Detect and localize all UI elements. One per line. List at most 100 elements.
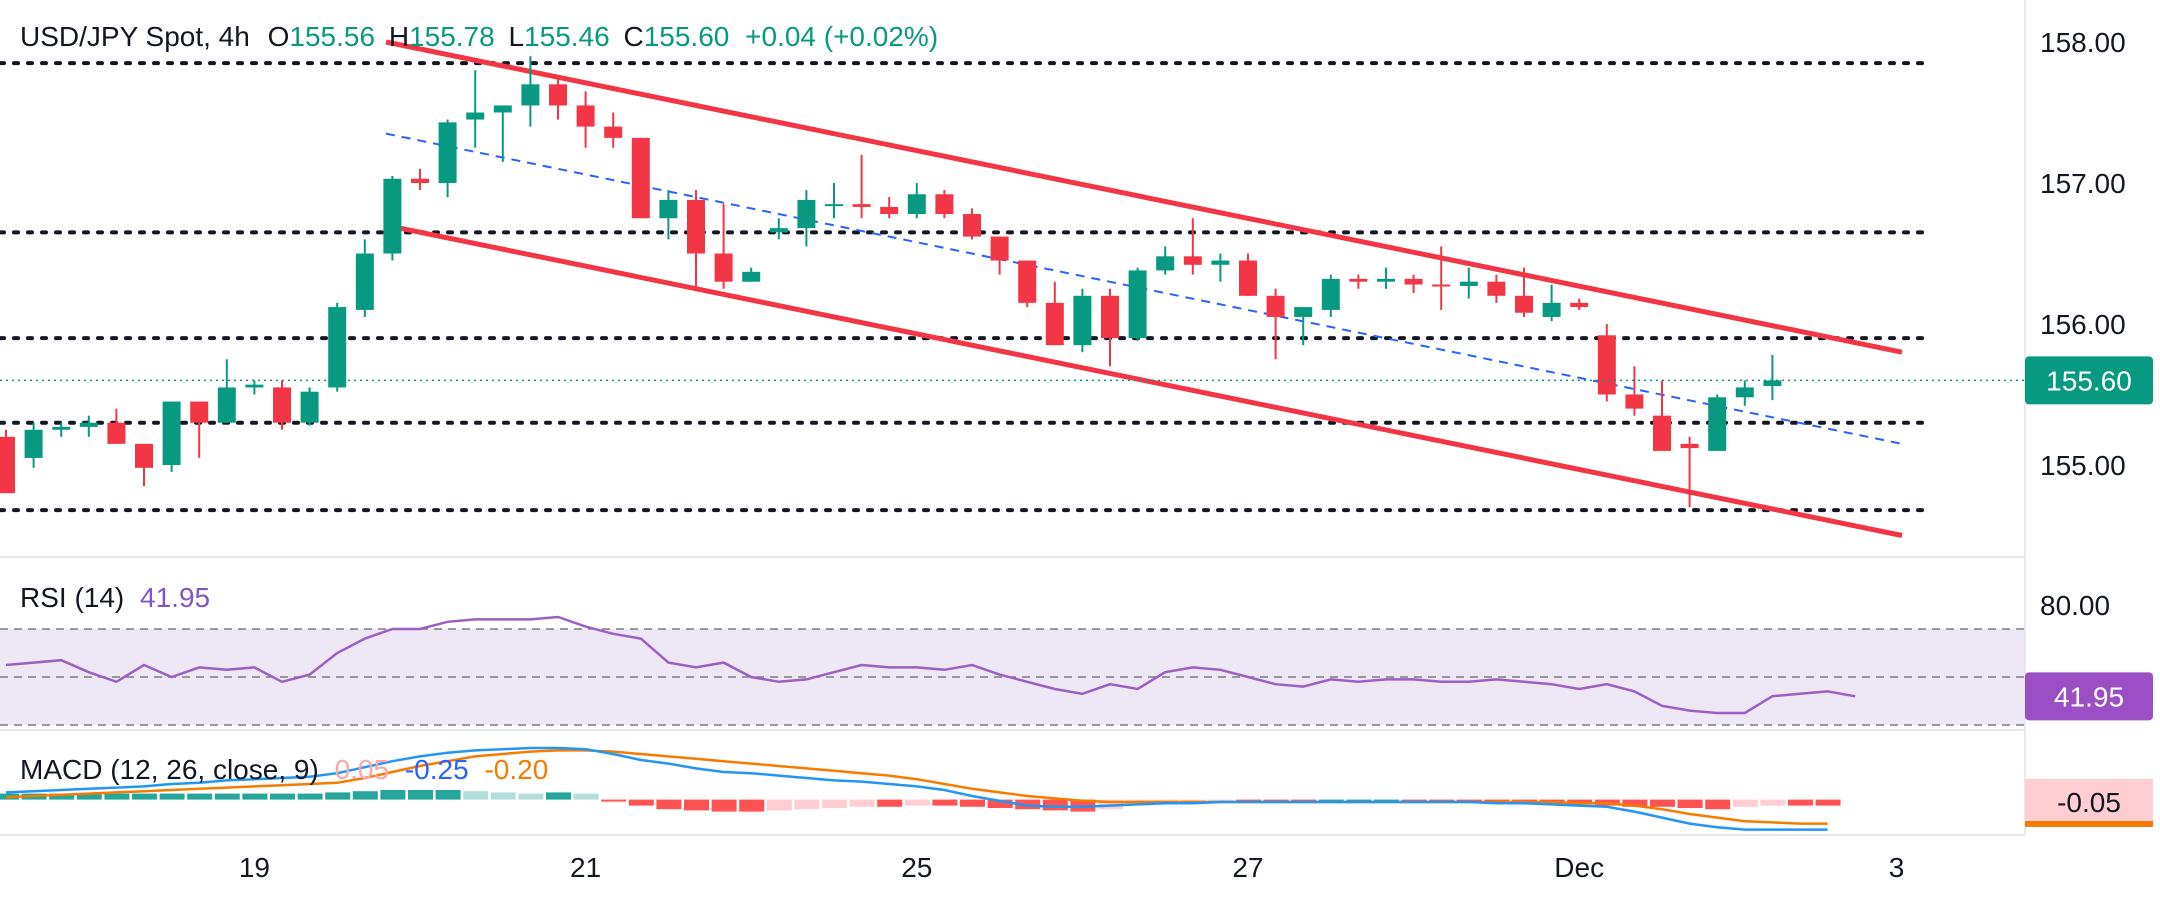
macd-histogram-bar (684, 799, 709, 811)
candle-body (549, 84, 567, 106)
candle-body (907, 194, 926, 215)
macd-signal-tag (2025, 821, 2153, 827)
candle-body (1432, 284, 1451, 287)
candle-body (190, 401, 209, 423)
macd-line-value: -0.25 (404, 754, 469, 785)
macd-histogram-bar (1760, 799, 1786, 806)
candle-body (24, 429, 43, 458)
macd-histogram-bar (739, 799, 765, 812)
candle-body (963, 214, 981, 237)
macd-histogram-bar (904, 799, 930, 806)
candle-body (1653, 415, 1671, 451)
macd-histogram-bar (1622, 799, 1648, 807)
price-pane (0, 39, 2025, 538)
macd-histogram-bar (1677, 799, 1703, 808)
change-value: +0.04 (+0.02%) (745, 21, 939, 52)
macd-histogram-bar (601, 799, 627, 802)
macd-histogram-bar (159, 793, 185, 800)
candle-body (1597, 335, 1616, 395)
axes: 158.00 157.00 156.00 155.00 155.60 80.00 41.95… (0, 0, 2153, 883)
macd-value-tag (2025, 779, 2153, 825)
symbol-label: USD/JPY Spot, 4h (20, 21, 250, 52)
candle-body (1349, 278, 1368, 282)
candle-body (1239, 260, 1257, 296)
time-tick-label: 27 (1232, 852, 1263, 883)
macd-histogram-bar (766, 799, 792, 811)
macd-value-label: -0.05 (2057, 787, 2121, 818)
rsi-value-tag (2025, 672, 2153, 721)
candle-body (162, 401, 181, 465)
candle-body (1680, 443, 1699, 449)
candle-body (135, 443, 153, 468)
candle-body (273, 387, 291, 423)
high-value: 155.78 (409, 21, 495, 52)
macd-histogram-bar (380, 790, 406, 800)
candle-body (52, 426, 71, 430)
price-tick-label: 156.00 (2040, 309, 2126, 340)
macd-histogram-bar (1429, 799, 1455, 802)
candle-body (825, 204, 843, 207)
candle-body (521, 84, 540, 106)
chart-legend: USD/JPY Spot, 4h O155.56 H155.78 L155.46… (20, 21, 938, 53)
macd-histogram-bar (518, 793, 544, 800)
macd-histogram-bar (1291, 799, 1317, 802)
close-value: 155.60 (643, 21, 730, 52)
macd-histogram-bar (1318, 799, 1344, 802)
macd-histogram-bar (1456, 799, 1482, 802)
channel-upper-line (385, 39, 1903, 355)
rsi-value-label: 41.95 (2054, 681, 2124, 712)
candle-body (438, 122, 457, 183)
candle-body (1321, 278, 1340, 310)
macd-histogram-bar (628, 799, 654, 806)
macd-histogram-bar (408, 790, 433, 800)
candle-body (1625, 394, 1644, 409)
macd-pane (0, 746, 1841, 831)
macd-histogram-bar (352, 791, 378, 800)
time-tick-label: 25 (901, 852, 932, 883)
candle-body (576, 105, 595, 127)
candle-body (300, 391, 319, 423)
candle-body (659, 199, 678, 219)
candle-body (990, 236, 1009, 261)
candle-body (355, 253, 374, 310)
macd-signal-value: -0.20 (484, 754, 549, 785)
macd-histogram-bar (242, 793, 268, 800)
candle-body (1018, 260, 1037, 303)
macd-histogram-bar (1732, 799, 1758, 807)
candle-body (79, 422, 98, 427)
candle-body (383, 178, 402, 254)
macd-histogram-bar (546, 792, 571, 800)
channel-lower-line (385, 222, 1903, 538)
last-price-label: 155.60 (2046, 365, 2132, 396)
last-price-tag (2025, 356, 2153, 405)
macd-histogram-bar (573, 793, 599, 800)
candle-body (217, 387, 236, 423)
macd-histogram-bar (932, 799, 958, 806)
candle-body (1763, 380, 1782, 387)
candle-body (714, 253, 733, 282)
candle-body (0, 436, 15, 494)
candle-body (935, 194, 954, 215)
candle-body (1735, 387, 1754, 398)
candle-body (852, 204, 871, 207)
macd-histogram-bar (49, 793, 75, 800)
candle-body (769, 228, 788, 233)
candle-body (1156, 256, 1175, 271)
candle-body (493, 105, 512, 113)
macd-histogram-bar (822, 799, 847, 808)
candle-body (1073, 295, 1092, 346)
macd-histogram-bar (490, 792, 516, 800)
price-tick-label: 155.00 (2040, 450, 2126, 481)
open-value: 155.56 (289, 21, 376, 52)
macd-histogram-bar (1788, 799, 1813, 806)
high-label: H (388, 21, 410, 52)
candle-body (1266, 295, 1285, 317)
macd-histogram-bar (1401, 799, 1427, 802)
candle-body (245, 384, 264, 388)
candle-body (1045, 302, 1064, 346)
macd-histogram-bar (297, 793, 323, 800)
candle-body (880, 206, 899, 215)
macd-histogram-bar (1567, 799, 1593, 804)
price-tick-label: 157.00 (2040, 168, 2126, 199)
